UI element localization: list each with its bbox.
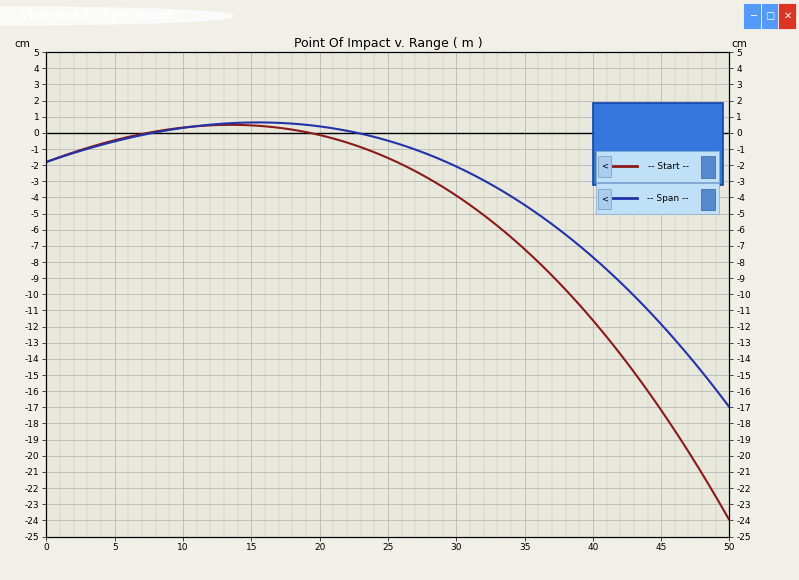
- Circle shape: [0, 7, 233, 25]
- Bar: [702, 157, 715, 177]
- Text: cm: cm: [731, 39, 747, 49]
- Text: ChairGun2 : Specimen*: ChairGun2 : Specimen*: [20, 9, 173, 23]
- Bar: [778, 3, 796, 29]
- Text: -- Start --: -- Start --: [647, 161, 689, 171]
- Bar: [596, 151, 719, 182]
- Title: Point Of Impact v. Range ( m ): Point Of Impact v. Range ( m ): [293, 37, 483, 50]
- Bar: [598, 157, 610, 177]
- Bar: [702, 188, 715, 210]
- Bar: [598, 188, 610, 209]
- Bar: [593, 103, 722, 186]
- Text: ✕: ✕: [784, 11, 792, 21]
- Bar: [743, 3, 761, 29]
- Text: ─: ─: [749, 11, 756, 21]
- Bar: [596, 183, 719, 214]
- Text: cm: cm: [14, 39, 30, 49]
- Bar: [761, 3, 778, 29]
- Text: -- Span --: -- Span --: [647, 194, 689, 203]
- Text: <: <: [601, 194, 608, 203]
- Text: <: <: [601, 161, 608, 171]
- Text: □: □: [765, 11, 775, 21]
